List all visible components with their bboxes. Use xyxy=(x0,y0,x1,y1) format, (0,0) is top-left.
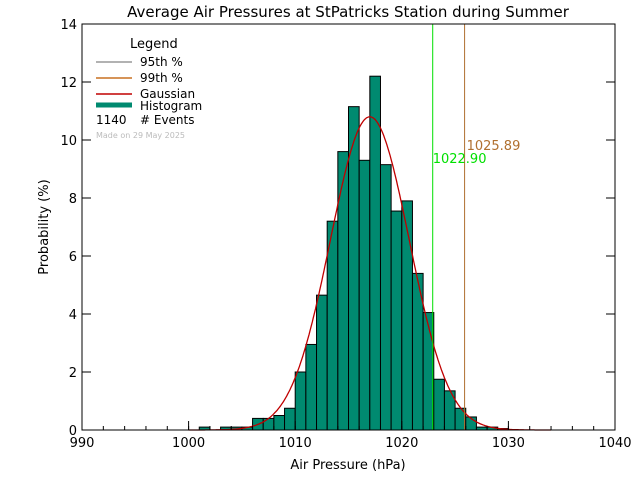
histogram-bar xyxy=(401,200,413,431)
x-tick-label: 1020 xyxy=(385,436,418,451)
x-tick-label: 1030 xyxy=(492,436,525,451)
histogram-bar xyxy=(433,378,445,431)
gaussian-curve xyxy=(188,116,551,431)
y-tick-label: 0 xyxy=(69,424,77,439)
plot-frame xyxy=(81,23,616,431)
legend-item-99: 99th % xyxy=(140,71,183,85)
legend: Legend 95th % 99th % Gaussian Histogram … xyxy=(96,37,202,140)
histogram-bar xyxy=(273,415,286,431)
chart-title: Average Air Pressures at StPatricks Stat… xyxy=(127,3,570,21)
legend-title: Legend xyxy=(130,37,178,52)
legend-item-gaussian: Gaussian xyxy=(140,87,195,101)
histogram-bar xyxy=(358,159,371,431)
histogram-bar xyxy=(379,164,392,431)
y-tick-label: 2 xyxy=(69,366,77,381)
y-tick-label: 10 xyxy=(60,134,77,149)
y-axis-label: Probability (%) xyxy=(37,179,52,274)
histogram-bar xyxy=(337,151,349,431)
histogram-bar xyxy=(316,294,328,431)
x-tick-label: 1000 xyxy=(172,436,205,451)
percentile-95-label: 1022.90 xyxy=(433,152,487,167)
y-tick-label: 4 xyxy=(69,308,77,323)
histogram-bar xyxy=(294,371,307,431)
histogram-bar xyxy=(369,75,381,431)
legend-item-95: 95th % xyxy=(140,55,183,69)
histogram-bar xyxy=(262,417,275,431)
y-tick-label: 12 xyxy=(60,76,77,91)
x-tick-label: 990 xyxy=(70,436,95,451)
x-tick-label: 1010 xyxy=(279,436,312,451)
made-on-note: Made on 29 May 2025 xyxy=(96,131,185,140)
histogram-bar xyxy=(390,210,403,431)
percentile-99-label: 1025.89 xyxy=(467,139,521,154)
histogram-bar xyxy=(422,312,435,431)
x-tick-label: 1040 xyxy=(598,436,631,451)
events-count: 1140 xyxy=(96,113,127,127)
y-tick-label: 14 xyxy=(60,18,77,33)
legend-item-histogram: Histogram xyxy=(140,99,202,113)
histogram-bar xyxy=(326,220,339,431)
y-tick-label: 6 xyxy=(69,250,77,265)
x-axis-label: Air Pressure (hPa) xyxy=(290,458,405,473)
histogram-bar xyxy=(284,407,296,431)
y-tick-label: 8 xyxy=(69,192,77,207)
events-label: # Events xyxy=(140,113,195,127)
histogram-bar xyxy=(305,343,318,431)
